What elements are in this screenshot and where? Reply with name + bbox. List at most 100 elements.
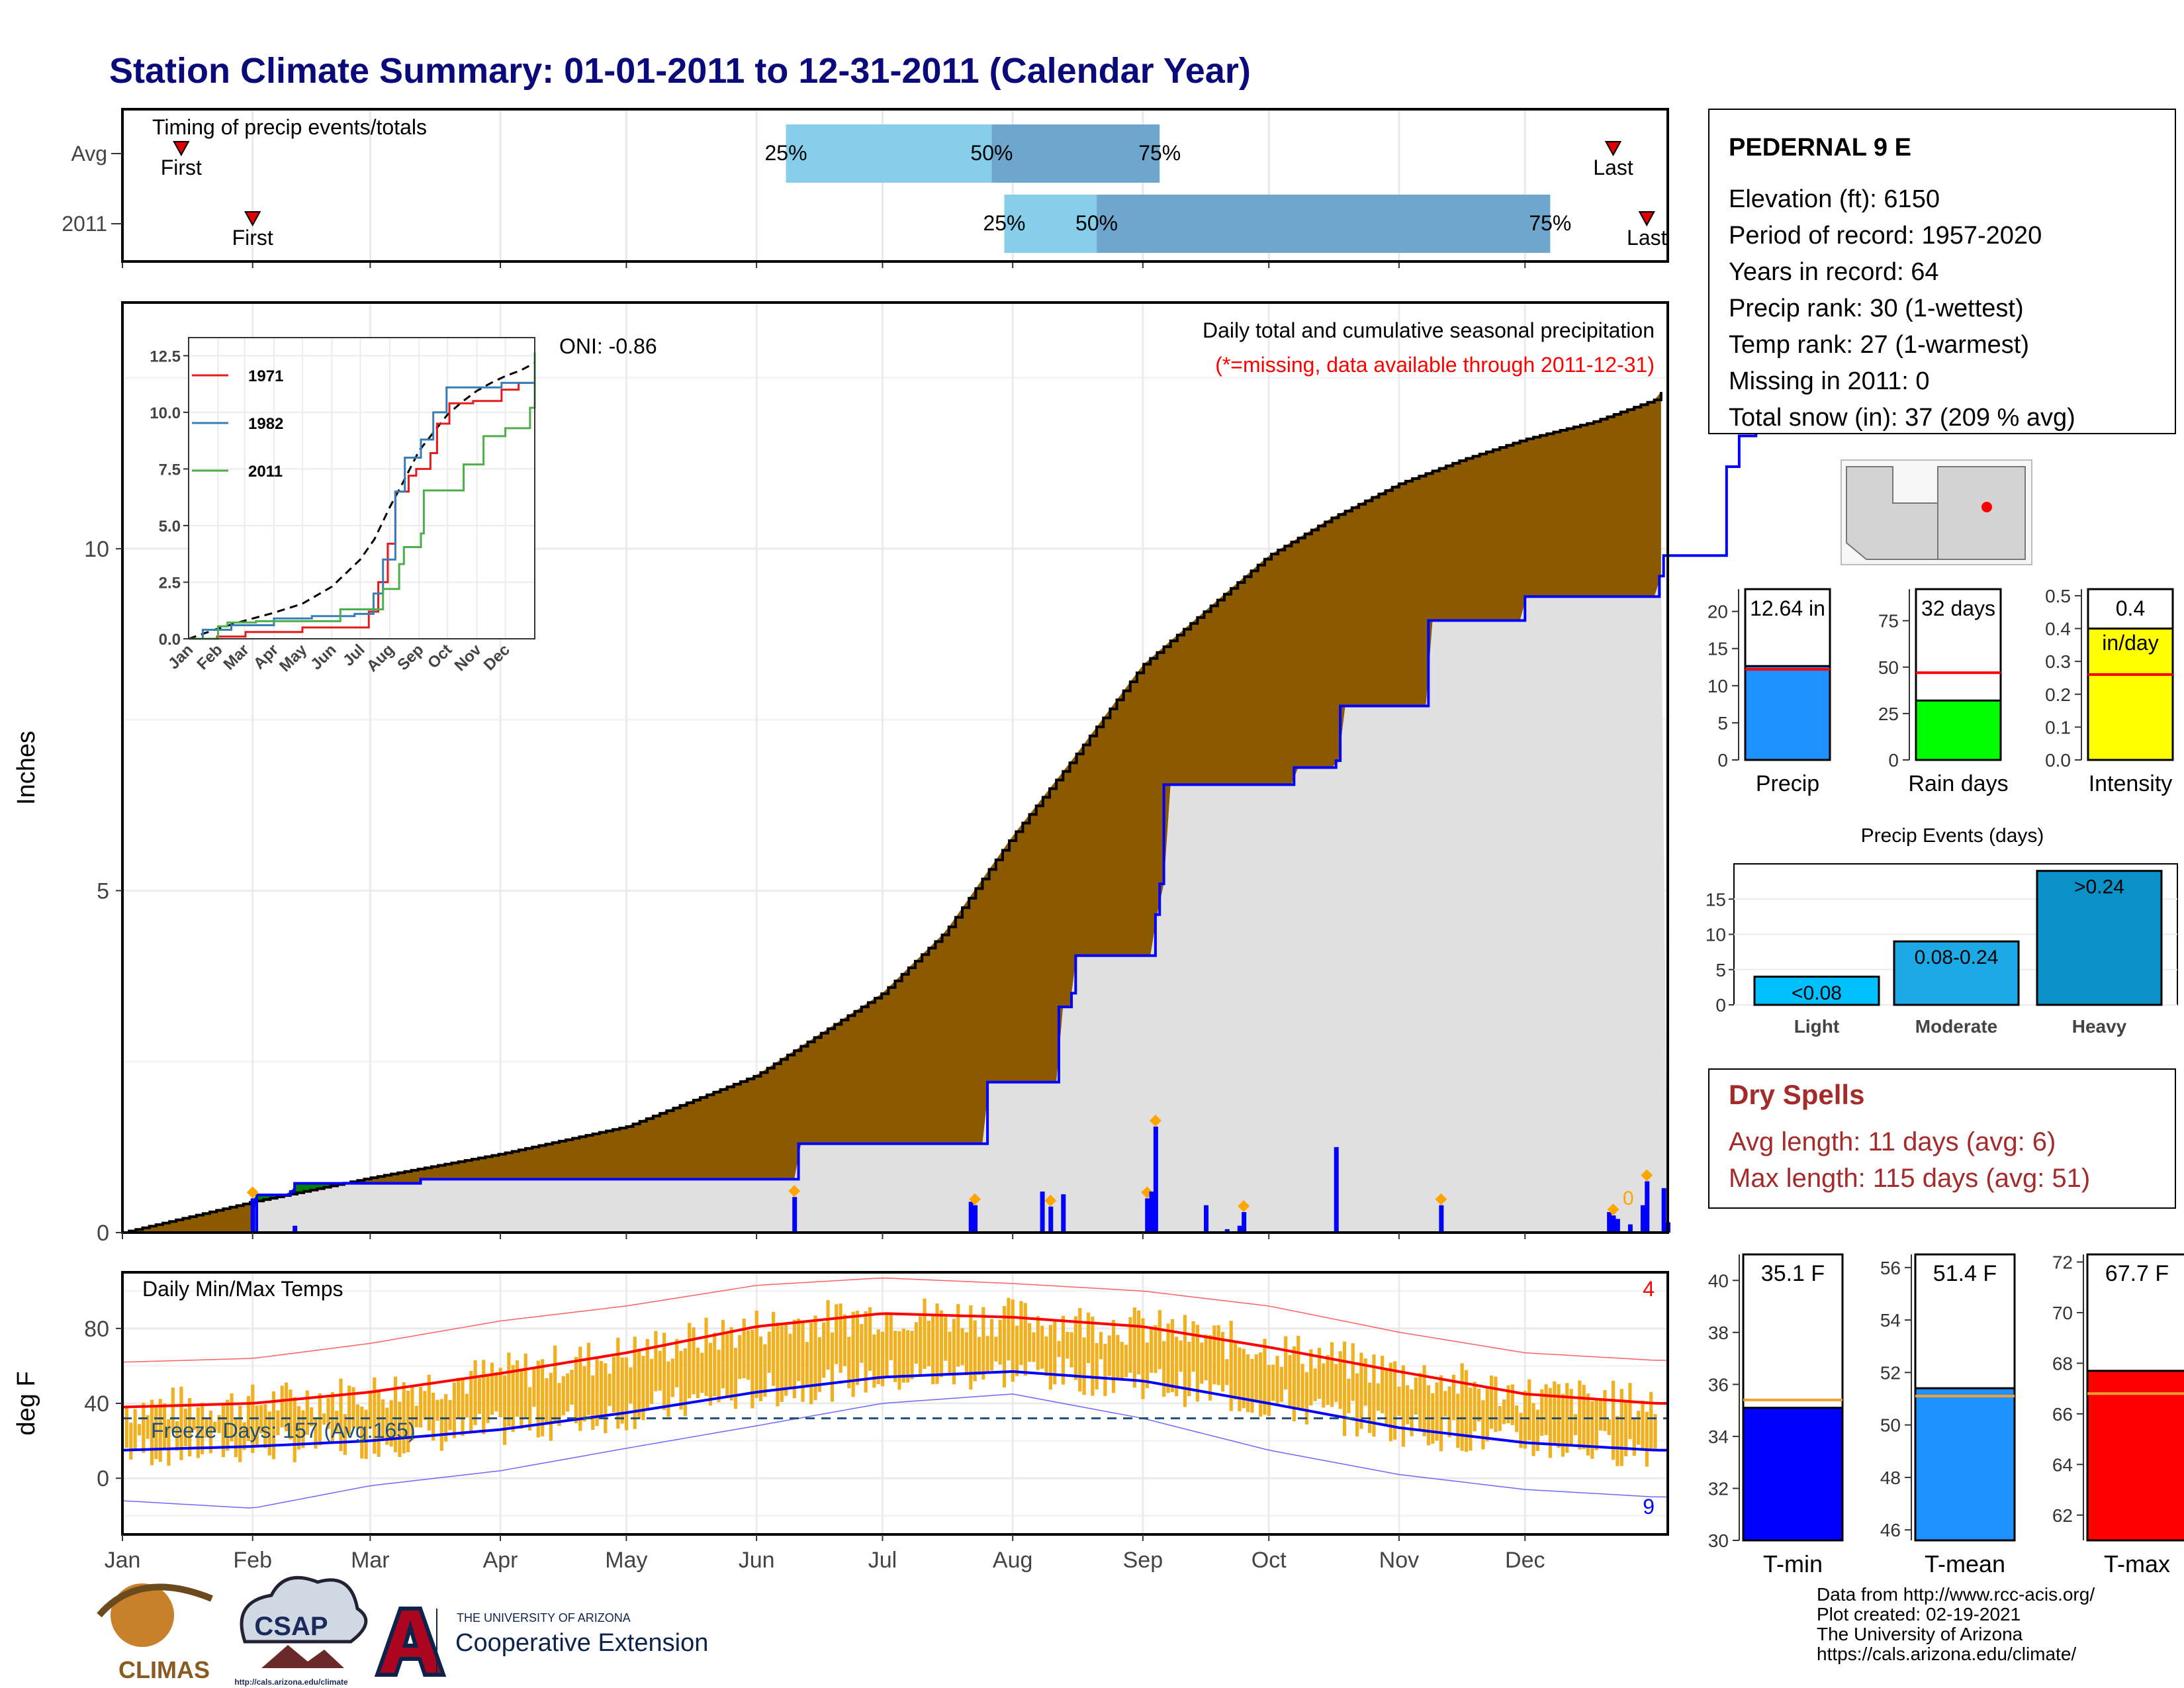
- temp-mini-value-label: 51.4 F: [1933, 1261, 1997, 1286]
- temp-daily-range-bar: [1111, 1319, 1116, 1393]
- temp-daily-range-bar: [751, 1329, 754, 1409]
- temp-daily-range-bar: [935, 1303, 939, 1384]
- temp-daily-range-bar: [1531, 1403, 1535, 1456]
- temp-mini-y-tick-label: 54: [1880, 1310, 1901, 1331]
- csap-url: http://cals.arizona.edu/climate: [234, 1677, 348, 1687]
- temp-mini-y-tick-label: 48: [1880, 1468, 1901, 1488]
- inset-series-line: [189, 376, 536, 640]
- temp-daily-range-bar: [1150, 1327, 1154, 1373]
- temp-daily-range-bar: [1220, 1332, 1225, 1392]
- timing-marker-icon: [1604, 141, 1622, 157]
- temp-daily-range-bar: [1048, 1325, 1052, 1390]
- temp-daily-range-bar: [1439, 1375, 1443, 1452]
- events-title: Precip Events (days): [1861, 825, 2044, 847]
- temp-daily-range-bar: [448, 1399, 452, 1430]
- csap-mountain-icon: [261, 1645, 344, 1668]
- precip-daily-bar: [1242, 1212, 1247, 1233]
- temp-daily-range-bar: [855, 1311, 860, 1385]
- temp-daily-range-bar: [457, 1378, 461, 1419]
- climas-logo-sun: [111, 1583, 174, 1647]
- temp-daily-range-bar: [1317, 1348, 1322, 1399]
- temp-daily-range-bar: [977, 1336, 981, 1375]
- temp-daily-range-bar: [1154, 1325, 1158, 1374]
- temp-daily-range-bar: [217, 1415, 221, 1433]
- precip-2011-line: [122, 368, 1778, 1234]
- temp-daily-range-bar: [944, 1317, 948, 1361]
- temp-daily-range-bar: [1338, 1351, 1342, 1409]
- temp-daily-range-bar: [494, 1372, 498, 1412]
- temp-daily-range-bar: [296, 1406, 301, 1450]
- temp-daily-range-bar: [1191, 1321, 1195, 1372]
- temp-mini-label: T-max: [2104, 1550, 2170, 1577]
- temp-daily-range-bar: [1292, 1346, 1296, 1422]
- temp-daily-range-bar: [205, 1419, 208, 1438]
- temp-mini-y-tick-label: 40: [1708, 1270, 1729, 1291]
- timing-bar-25-50: [1004, 195, 1097, 253]
- temp-daily-range-bar: [788, 1333, 792, 1387]
- temp-daily-range-bar: [1137, 1310, 1141, 1375]
- temp-daily-range-bar: [469, 1371, 473, 1432]
- temp-daily-range-bar: [267, 1411, 271, 1456]
- temp-daily-range-bar: [305, 1390, 309, 1435]
- temp-daily-range-bar: [880, 1331, 885, 1387]
- temp-daily-range-bar: [1548, 1387, 1553, 1458]
- temp-daily-range-bar: [633, 1336, 637, 1429]
- temp-daily-range-bar: [692, 1327, 696, 1395]
- temp-daily-range-bar: [658, 1350, 662, 1391]
- credit-line: Plot created: 02-19-2021: [1817, 1604, 2021, 1624]
- month-label: Mar: [351, 1548, 390, 1573]
- temp-daily-range-bar: [708, 1342, 713, 1406]
- mini-bar-label: Precip: [1756, 771, 1819, 796]
- temp-normal-min-line: [122, 1370, 1668, 1452]
- temp-daily-range-bar: [1393, 1361, 1397, 1440]
- temp-daily-range-bar: [1297, 1335, 1300, 1408]
- mini-y-tick-label: 75: [1878, 611, 1899, 632]
- temp-mini-y-tick-label: 64: [2052, 1454, 2073, 1475]
- temp-daily-range-bar: [776, 1323, 780, 1407]
- temp-mini-y-tick-label: 38: [1708, 1323, 1729, 1343]
- temp-daily-range-bar: [645, 1338, 649, 1410]
- temp-daily-range-bar: [1527, 1379, 1531, 1440]
- temp-daily-range-bar: [553, 1345, 557, 1422]
- temp-daily-range-bar: [931, 1316, 935, 1385]
- temp-daily-range-bar: [704, 1317, 708, 1396]
- temp-daily-range-bar: [1565, 1383, 1569, 1453]
- temp-daily-range-bar: [889, 1312, 893, 1360]
- temp-daily-range-bar: [452, 1382, 456, 1438]
- temp-daily-range-bar: [146, 1415, 150, 1439]
- events-bar-label: >0.24: [2074, 876, 2124, 898]
- temp-mini-y-tick-label: 30: [1708, 1530, 1729, 1551]
- temp-daily-range-bar: [419, 1387, 423, 1428]
- temp-daily-range-bar: [158, 1399, 162, 1462]
- temp-daily-range-bar: [188, 1398, 192, 1457]
- precip-daily-bar: [1145, 1198, 1150, 1233]
- temp-daily-range-bar: [133, 1409, 137, 1450]
- temp-daily-range-bar: [439, 1399, 443, 1451]
- station-info-line: Temp rank: 27 (1-warmest): [1729, 331, 2029, 359]
- temp-mini-bar: [2086, 1370, 2184, 1542]
- temp-daily-range-bar: [1381, 1355, 1385, 1413]
- precip-record-marker: [1607, 1203, 1619, 1216]
- temp-daily-range-bar: [263, 1404, 267, 1448]
- temp-daily-range-bar: [1250, 1358, 1254, 1413]
- station-info-line: Period of record: 1957-2020: [1729, 222, 2042, 250]
- csap-logo: CSAP http://cals.arizona.edu/climate: [234, 1575, 368, 1687]
- temp-daily-range-bar: [393, 1376, 398, 1452]
- month-label: Jun: [739, 1548, 775, 1573]
- climas-logo-swoosh: [97, 1583, 213, 1618]
- temp-daily-range-bar: [637, 1348, 641, 1419]
- temp-daily-range-bar: [919, 1316, 923, 1375]
- temp-daily-range-bar: [1011, 1299, 1015, 1382]
- temp-daily-range-bar: [343, 1414, 347, 1455]
- map-new-mexico-shape: [1937, 466, 2026, 560]
- temp-daily-range-bar: [754, 1310, 758, 1398]
- temp-daily-range-bar: [1128, 1317, 1132, 1373]
- temp-daily-range-bar: [355, 1404, 360, 1429]
- temp-daily-range-bar: [1166, 1323, 1170, 1393]
- temp-daily-range-bar: [1590, 1401, 1594, 1459]
- temp-daily-range-bar: [1498, 1406, 1502, 1431]
- temp-y-tick-label: 80: [84, 1317, 109, 1342]
- temp-daily-range-bar: [536, 1360, 540, 1438]
- temp-mini-y-tick-label: 62: [2052, 1505, 2073, 1526]
- temp-daily-range-bar: [1477, 1388, 1481, 1422]
